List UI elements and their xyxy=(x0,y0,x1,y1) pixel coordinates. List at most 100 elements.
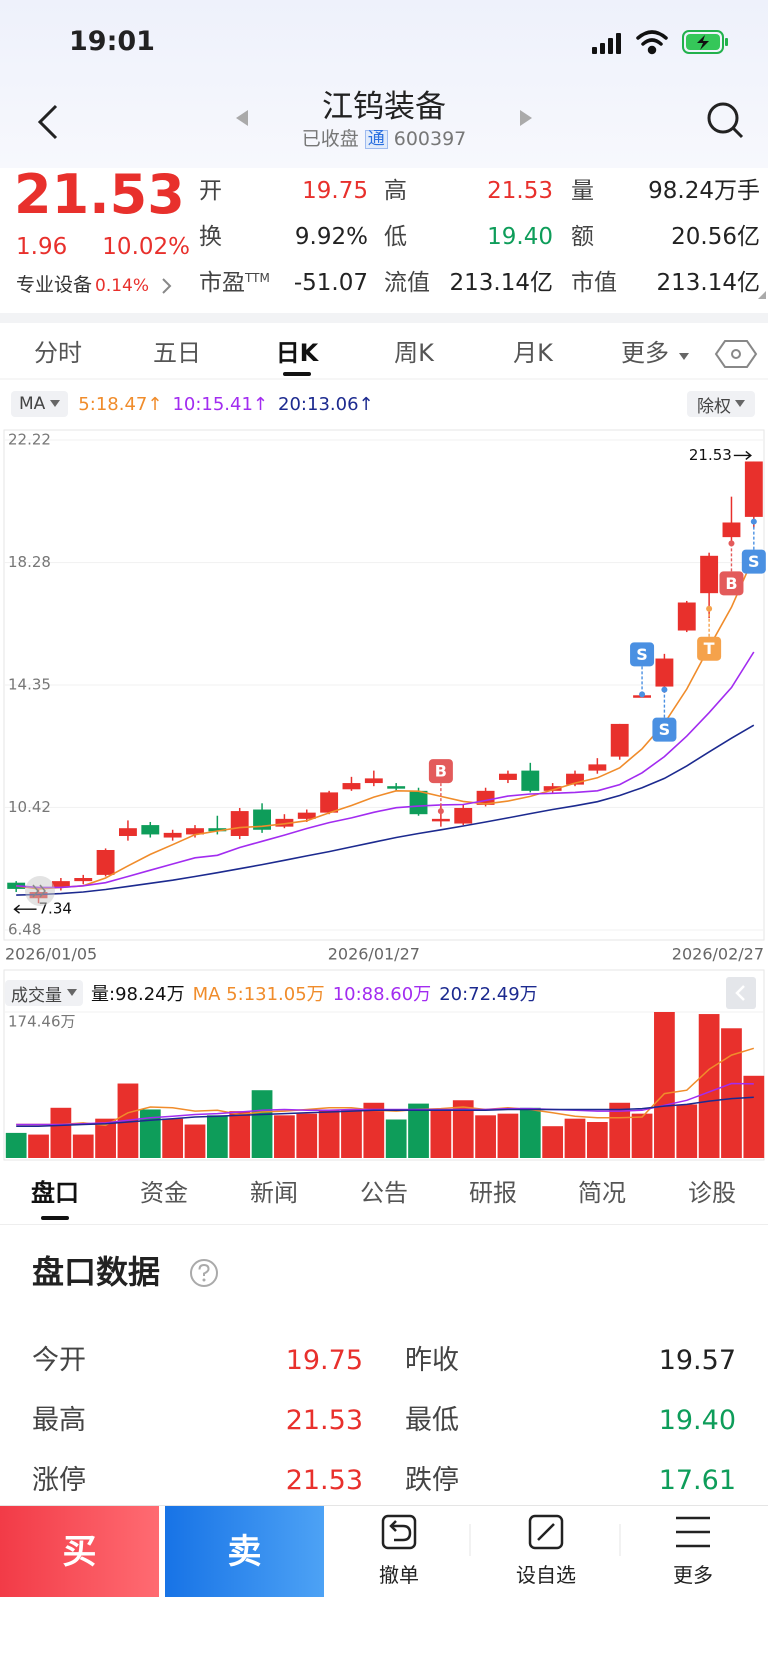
tab[interactable]: 分时 xyxy=(34,339,82,367)
sector-arrow[interactable] xyxy=(162,278,172,294)
marker-dot xyxy=(661,686,668,693)
ma-line xyxy=(16,556,755,890)
cancel-icon xyxy=(381,1514,417,1550)
sell-button[interactable]: 卖 xyxy=(165,1506,324,1597)
x-tick-label: 2026/02/27 xyxy=(672,945,764,964)
tab[interactable]: 简况 xyxy=(578,1179,626,1207)
dropdown-icon xyxy=(67,989,77,996)
dropdown-icon xyxy=(735,400,745,407)
volume-label: 量:98.24万 xyxy=(91,984,185,1005)
candle-body xyxy=(521,770,540,791)
candle-body xyxy=(387,786,406,789)
tab[interactable]: 日K xyxy=(275,339,319,367)
help-button[interactable] xyxy=(189,1258,219,1288)
candle-body xyxy=(409,790,428,815)
volume-bar xyxy=(542,1126,564,1158)
more-icon xyxy=(676,1516,710,1548)
max-arrow xyxy=(733,450,752,461)
tab[interactable]: 周K xyxy=(394,339,434,367)
last-price: 21.53 xyxy=(14,163,185,226)
candle-body xyxy=(610,723,629,757)
ma-line xyxy=(16,651,755,889)
max-label: 21.53 xyxy=(689,446,732,464)
book-value: 17.61 xyxy=(658,1465,736,1496)
candle-body xyxy=(275,818,294,827)
volume-bar xyxy=(452,1100,474,1158)
action-label[interactable]: 设自选 xyxy=(516,1563,576,1587)
buy-button[interactable]: 买 xyxy=(0,1506,159,1597)
book-label: 跌停 xyxy=(405,1465,459,1496)
action-label[interactable]: 撤单 xyxy=(379,1563,419,1587)
tab-icons xyxy=(0,340,768,380)
volume-bar xyxy=(341,1109,362,1158)
tab[interactable]: 诊股 xyxy=(688,1179,736,1207)
volume-bar xyxy=(274,1115,295,1158)
volume-ma-line xyxy=(16,1082,754,1126)
more-dropdown xyxy=(679,353,689,360)
quote-icons xyxy=(162,278,766,299)
marker-box xyxy=(630,642,655,667)
volume-legend-entry: 20:72.49万 xyxy=(439,984,538,1005)
book-value: 19.75 xyxy=(285,1345,363,1376)
candle-body xyxy=(141,825,160,835)
volume-button[interactable]: 成交量 xyxy=(5,980,83,1006)
indicator-button[interactable]: MA xyxy=(11,391,69,417)
battery-icon xyxy=(682,30,728,54)
time: 19:01 xyxy=(69,26,155,57)
marker-dot xyxy=(750,518,757,525)
next-stock[interactable] xyxy=(520,110,532,126)
price-change-pct: 10.02% xyxy=(102,234,190,260)
marker-dot xyxy=(437,808,444,815)
tab[interactable]: 月K xyxy=(513,339,553,367)
marker-label: S xyxy=(748,552,760,571)
marker-box xyxy=(741,549,766,574)
field-value: 21.53 xyxy=(487,178,553,204)
stock-title: 江钨装备 xyxy=(322,89,446,125)
tab[interactable]: 新闻 xyxy=(250,1179,298,1207)
sector-name[interactable]: 专业设备 xyxy=(16,274,93,296)
candle-body xyxy=(342,783,361,790)
collapse-button[interactable] xyxy=(726,977,756,1009)
candle-body xyxy=(253,809,271,830)
prev-stock[interactable] xyxy=(236,110,248,126)
y-tick-label: 14.35 xyxy=(8,676,51,694)
volume-bar xyxy=(631,1113,653,1158)
volume-bar xyxy=(497,1113,519,1158)
action-label[interactable]: 更多 xyxy=(673,1563,713,1587)
volume-bar xyxy=(296,1113,318,1158)
marker-box xyxy=(652,717,677,742)
stock-code: 600397 xyxy=(393,128,467,150)
volume-bar xyxy=(206,1115,228,1158)
min-arrow xyxy=(13,904,37,914)
back-button[interactable] xyxy=(37,104,58,140)
indicator-label: MA xyxy=(19,394,46,414)
tab[interactable]: 盘口 xyxy=(31,1179,79,1207)
tab-underline xyxy=(41,1216,69,1220)
marker-label: S xyxy=(659,720,671,739)
search-button[interactable] xyxy=(707,102,744,139)
tab-underline xyxy=(283,372,311,376)
volume-bar xyxy=(251,1090,273,1158)
volume-bar xyxy=(475,1115,496,1158)
adjust-button[interactable]: 除权 xyxy=(687,391,755,417)
marker-box xyxy=(697,636,722,661)
volume-ma-line xyxy=(16,1096,754,1127)
tab[interactable]: 公告 xyxy=(360,1179,408,1207)
badge: 通 xyxy=(364,130,388,149)
ma-legend-entry: 20:13.06↑ xyxy=(278,393,374,415)
tab[interactable]: 更多 xyxy=(621,339,669,367)
tab[interactable]: 资金 xyxy=(140,1179,188,1207)
tab[interactable]: 五日 xyxy=(153,339,201,367)
book-label: 昨收 xyxy=(405,1345,459,1376)
tab[interactable]: 研报 xyxy=(469,1179,517,1207)
settings-button[interactable] xyxy=(714,340,758,368)
field-label: 高 xyxy=(384,178,407,204)
volume-title: 成交量 xyxy=(11,985,62,1006)
volume-bar xyxy=(743,1075,765,1158)
marker-dot xyxy=(706,605,713,612)
marker-label: B xyxy=(435,762,447,781)
volume-bar xyxy=(609,1102,631,1158)
field-value: 213.14亿 xyxy=(656,270,760,296)
volume-bar xyxy=(698,1014,720,1158)
